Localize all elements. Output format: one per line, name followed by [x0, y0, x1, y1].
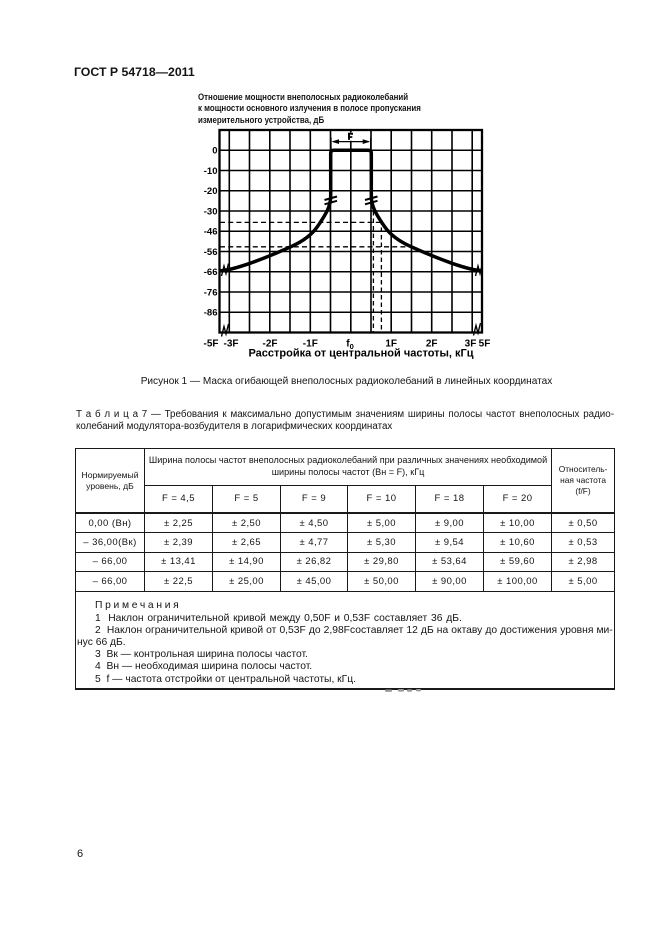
- svg-text:-76: -76: [204, 287, 218, 298]
- svg-text:-1F: -1F: [303, 339, 318, 350]
- svg-text:f0: f0: [346, 339, 354, 352]
- svg-text:-10: -10: [204, 166, 218, 177]
- svg-text:-56: -56: [204, 247, 218, 258]
- svg-text:-5F: -5F: [204, 339, 219, 350]
- svg-text:-86: -86: [204, 308, 218, 319]
- svg-text:3F: 3F: [465, 339, 477, 350]
- svg-text:-46: -46: [204, 227, 218, 238]
- svg-text:-66: -66: [204, 267, 218, 278]
- svg-text:-3F: -3F: [224, 339, 239, 350]
- svg-text:2F: 2F: [426, 339, 438, 350]
- svg-text:-30: -30: [204, 206, 218, 217]
- svg-text:5F: 5F: [479, 339, 491, 350]
- svg-text:-2F: -2F: [263, 339, 278, 350]
- svg-text:-20: -20: [204, 186, 218, 197]
- svg-text:Расстройка от центральной част: Расстройка от центральной частоты, кГц: [248, 348, 473, 360]
- svg-text:1F: 1F: [385, 339, 397, 350]
- svg-text:0: 0: [212, 146, 217, 157]
